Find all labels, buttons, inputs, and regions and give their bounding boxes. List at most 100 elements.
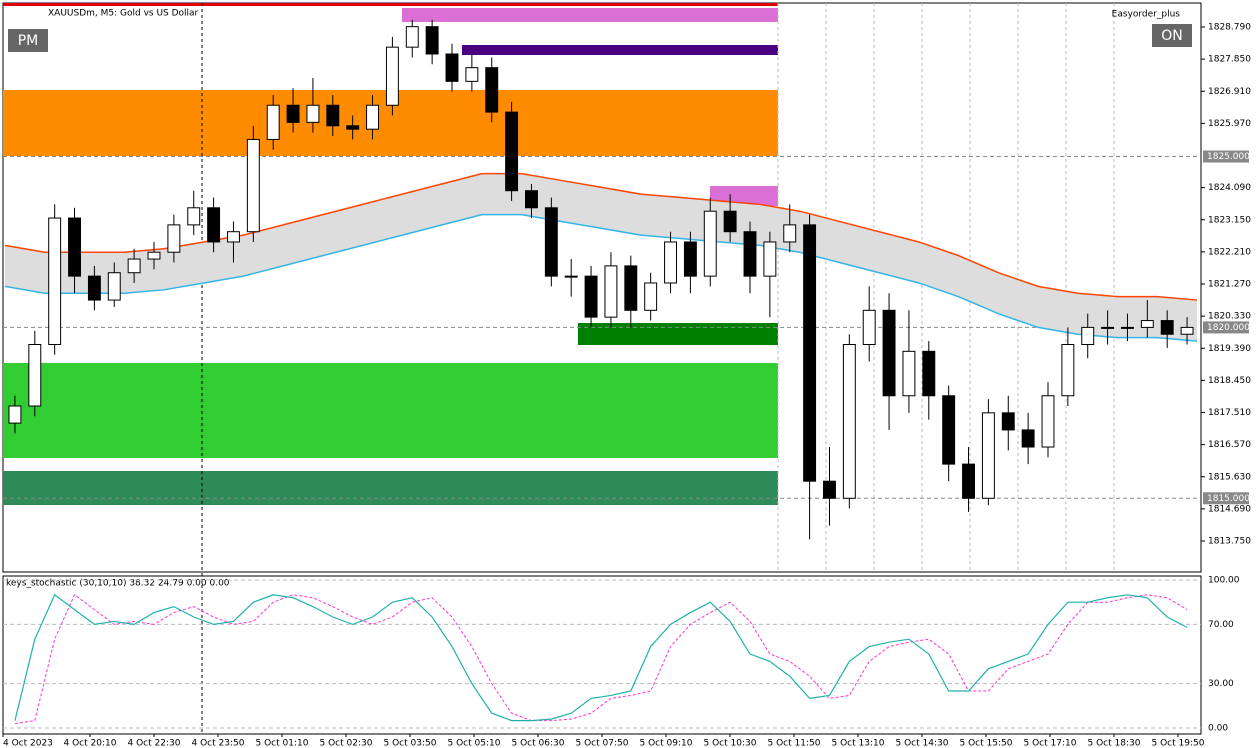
top-bar <box>3 3 778 6</box>
x-tick-label: 5 Oct 11:50 <box>768 739 821 748</box>
candle-body <box>842 343 856 499</box>
zone-dark-green <box>3 471 778 505</box>
candle-body <box>1160 320 1174 335</box>
candle-body <box>962 463 975 499</box>
candle-body <box>1041 395 1055 448</box>
price-tag-label: 1815.000 <box>1207 494 1250 504</box>
candle-body <box>8 405 22 424</box>
candle-body <box>127 258 141 274</box>
candle-body <box>683 241 697 277</box>
candle-body <box>783 224 797 243</box>
x-tick-label: 5 Oct 18:30 <box>1088 739 1141 748</box>
x-tick-label: 5 Oct 14:30 <box>896 739 949 748</box>
y-tick-label: 1827.850 <box>1208 55 1251 65</box>
y-tick-label: 1823.150 <box>1208 215 1251 225</box>
price-tag-label: 1825.000 <box>1207 152 1250 162</box>
y-tick-label: 1822.210 <box>1208 247 1251 257</box>
moving-average <box>4 172 1198 301</box>
candle-body <box>405 26 419 48</box>
candle-body <box>1121 326 1134 329</box>
indicator-tick-label: 100.00 <box>1208 576 1240 586</box>
pm-button[interactable] <box>8 29 48 52</box>
y-tick-label: 1813.750 <box>1208 537 1251 547</box>
candle-body <box>862 309 876 345</box>
zone-pink <box>402 8 778 22</box>
price-tag <box>1203 492 1249 505</box>
pm-label[interactable]: PM <box>18 33 39 49</box>
x-tick-label: 5 Oct 15:50 <box>960 739 1013 748</box>
candle-body <box>1101 326 1115 329</box>
on-label[interactable]: ON <box>1161 28 1183 44</box>
on-button[interactable] <box>1152 24 1192 47</box>
x-tick-label: 5 Oct 07:50 <box>576 739 629 748</box>
x-tick-label: 5 Oct 10:30 <box>704 739 757 748</box>
candle-body <box>1081 326 1095 345</box>
indicator-tick-label: 30.00 <box>1208 679 1234 689</box>
price-tag-label: 1820.000 <box>1207 323 1250 333</box>
candle-body <box>981 412 995 499</box>
x-tick-label: 4 Oct 22:30 <box>128 739 181 748</box>
candle-body <box>246 138 260 233</box>
y-tick-label: 1828.790 <box>1208 23 1251 33</box>
candle-body <box>286 104 300 123</box>
y-tick-label: 1821.270 <box>1208 280 1251 290</box>
x-tick-label: 5 Oct 19:50 <box>1152 739 1205 748</box>
candle-body <box>306 104 320 123</box>
y-tick-label: 1819.390 <box>1208 344 1251 354</box>
candle-body <box>823 480 836 499</box>
x-tick-label: 5 Oct 06:30 <box>512 739 565 748</box>
candle-body <box>266 104 280 140</box>
x-tick-label: 5 Oct 02:30 <box>320 739 373 748</box>
candle-body <box>366 104 379 130</box>
candle-body <box>326 104 340 127</box>
candle-body <box>445 53 459 82</box>
y-tick-label: 1815.630 <box>1208 472 1251 482</box>
y-tick-label: 1818.450 <box>1208 376 1251 386</box>
candle-body <box>87 275 101 301</box>
candle-body <box>68 217 81 277</box>
candle-body <box>1061 343 1075 397</box>
candle-body <box>525 190 538 209</box>
candle-body <box>882 309 896 397</box>
y-tick-label: 1816.570 <box>1208 440 1251 450</box>
price-tag <box>1203 321 1249 334</box>
candle-body <box>763 241 777 277</box>
x-tick-label: 4 Oct 23:50 <box>192 739 245 748</box>
candle-body <box>703 210 717 277</box>
candle-body <box>107 272 121 301</box>
candle-body <box>207 207 221 243</box>
x-tick-label: 5 Oct 17:10 <box>1024 739 1077 748</box>
candle-body <box>485 67 499 113</box>
candle-body <box>1180 326 1194 335</box>
candle-body <box>48 217 62 345</box>
candle-body <box>187 207 201 226</box>
indicator-label: keys_stochastic (30,10,10) 38.32 24.79 0… <box>6 579 230 589</box>
symbol-label: XAUUSDm, M5: Gold vs US Dollar <box>48 9 199 19</box>
candle-body <box>564 275 578 278</box>
indicator-tick-label: 70.00 <box>1208 620 1234 630</box>
zone-purple <box>462 45 778 55</box>
candle-body <box>584 275 598 318</box>
candle-body <box>385 46 399 106</box>
x-tick-label: 5 Oct 13:10 <box>832 739 885 748</box>
candle-body <box>922 350 936 397</box>
y-tick-label: 1826.910 <box>1208 87 1251 97</box>
candle-body <box>425 26 439 55</box>
ma-band <box>5 173 1197 342</box>
candle-body <box>1140 320 1154 328</box>
price-tag <box>1203 150 1249 163</box>
candle-body <box>167 224 181 253</box>
candle-body <box>28 343 42 407</box>
y-tick-label: 1814.690 <box>1208 504 1251 514</box>
y-tick-label: 1824.090 <box>1208 183 1251 193</box>
candle-body <box>147 251 161 260</box>
candle-body <box>505 111 519 192</box>
stoch-main <box>14 593 1188 722</box>
expert-label: Easyorder_plus <box>1112 10 1181 20</box>
x-tick-label: 4 Oct 2023 <box>3 739 53 748</box>
x-tick-label: 5 Oct 03:50 <box>384 739 437 748</box>
x-tick-label: 5 Oct 05:10 <box>448 739 501 748</box>
y-tick-label: 1825.970 <box>1208 119 1251 129</box>
candle-body <box>544 207 558 277</box>
y-tick-label: 1820.330 <box>1208 312 1251 322</box>
